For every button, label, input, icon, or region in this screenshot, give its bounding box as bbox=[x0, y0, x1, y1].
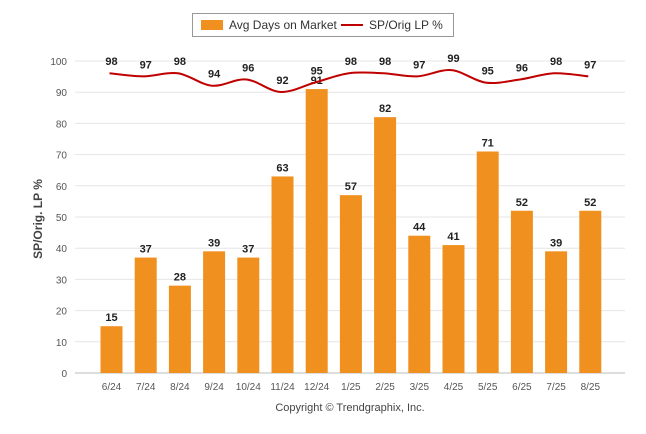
x-tick-label: 1/25 bbox=[341, 382, 361, 393]
bar-data-label: 37 bbox=[140, 244, 152, 256]
line-data-label: 96 bbox=[242, 62, 254, 74]
bar-data-label: 52 bbox=[516, 197, 528, 209]
x-tick-label: 8/24 bbox=[170, 382, 190, 393]
x-tick-label: 2/25 bbox=[375, 382, 395, 393]
line-data-labels: 98 97 98 94 96 92 95 98 98 97 99 95 96 98 97 bbox=[105, 53, 596, 87]
bar bbox=[203, 251, 226, 373]
legend-swatch-line bbox=[341, 24, 363, 26]
bar bbox=[271, 176, 294, 373]
x-tick-label: 6/24 bbox=[102, 382, 122, 393]
line-series-path bbox=[109, 69, 589, 93]
line-data-label: 97 bbox=[413, 59, 425, 71]
x-tick-label: 9/24 bbox=[204, 382, 224, 393]
legend-swatch-bar bbox=[201, 20, 223, 30]
bar-data-label: 39 bbox=[550, 237, 562, 249]
y-axis-label: SP/Orig. LP % bbox=[31, 179, 45, 259]
bar bbox=[305, 89, 328, 373]
y-tick-label: 10 bbox=[56, 338, 68, 349]
bar bbox=[134, 257, 157, 373]
x-tick-label: 10/24 bbox=[236, 382, 261, 393]
x-tick-label: 12/24 bbox=[304, 382, 329, 393]
bar-data-label: 41 bbox=[447, 231, 459, 243]
y-tick-label: 50 bbox=[56, 213, 68, 224]
line-data-label: 98 bbox=[345, 56, 357, 68]
x-tick-label: 8/25 bbox=[581, 382, 601, 393]
copyright-footer: Copyright © Trendgraphix, Inc. bbox=[275, 402, 425, 414]
x-tick-label: 3/25 bbox=[410, 382, 430, 393]
bar bbox=[100, 326, 123, 373]
line-data-label: 95 bbox=[311, 66, 323, 78]
y-tick-label: 30 bbox=[56, 275, 68, 286]
bar-data-label: 57 bbox=[345, 181, 357, 193]
line-data-label: 97 bbox=[140, 59, 152, 71]
line-series bbox=[109, 69, 589, 93]
x-tick-label: 7/25 bbox=[546, 382, 566, 393]
legend-item-line: SP/Orig LP % bbox=[341, 14, 443, 36]
line-data-label: 92 bbox=[276, 75, 288, 87]
bar bbox=[442, 245, 465, 373]
line-data-label: 96 bbox=[516, 62, 528, 74]
x-tick-label: 6/25 bbox=[512, 382, 532, 393]
bar bbox=[168, 285, 191, 373]
line-data-label: 94 bbox=[208, 69, 221, 81]
line-data-label: 98 bbox=[379, 56, 391, 68]
line-data-label: 98 bbox=[105, 56, 117, 68]
line-data-label: 98 bbox=[550, 56, 562, 68]
y-tick-label: 70 bbox=[56, 151, 68, 162]
y-tick-label: 0 bbox=[61, 369, 67, 380]
bars bbox=[100, 89, 602, 373]
bar-data-label: 52 bbox=[584, 197, 596, 209]
x-tick-label: 11/24 bbox=[270, 382, 295, 393]
bar bbox=[510, 210, 533, 373]
bar-data-label: 71 bbox=[482, 137, 494, 149]
bar-data-label: 15 bbox=[105, 312, 117, 324]
y-tick-label: 60 bbox=[56, 182, 68, 193]
line-data-label: 99 bbox=[447, 53, 459, 65]
legend-item-bar: Avg Days on Market bbox=[201, 14, 337, 36]
legend-label-line: SP/Orig LP % bbox=[369, 18, 443, 32]
bar-data-label: 82 bbox=[379, 103, 391, 115]
bar-data-label: 37 bbox=[242, 244, 254, 256]
bar bbox=[237, 257, 260, 373]
line-data-label: 97 bbox=[584, 59, 596, 71]
y-tick-label: 20 bbox=[56, 307, 68, 318]
x-axis-ticks: 6/24 7/24 8/24 9/24 10/24 11/24 12/24 1/25 2/25 3… bbox=[102, 382, 601, 393]
bar bbox=[408, 235, 431, 373]
bar-data-label: 28 bbox=[174, 272, 186, 284]
y-tick-label: 100 bbox=[50, 57, 67, 68]
bar bbox=[545, 251, 568, 373]
bar bbox=[579, 210, 602, 373]
line-data-label: 98 bbox=[174, 56, 186, 68]
legend: Avg Days on Market SP/Orig LP % bbox=[192, 13, 454, 37]
legend-label-bar: Avg Days on Market bbox=[229, 18, 337, 32]
y-axis-ticks: 0 10 20 30 40 50 60 70 80 90 100 bbox=[50, 57, 67, 380]
x-tick-label: 4/25 bbox=[444, 382, 464, 393]
line-data-label: 95 bbox=[482, 66, 494, 78]
bar-data-label: 63 bbox=[276, 162, 288, 174]
bar-data-label: 39 bbox=[208, 237, 220, 249]
x-tick-label: 5/25 bbox=[478, 382, 498, 393]
bar bbox=[476, 151, 499, 373]
y-tick-label: 90 bbox=[56, 88, 68, 99]
x-tick-label: 7/24 bbox=[136, 382, 156, 393]
bar bbox=[339, 195, 362, 373]
bar bbox=[374, 117, 397, 373]
y-tick-label: 80 bbox=[56, 119, 68, 130]
y-tick-label: 40 bbox=[56, 244, 68, 255]
bar-data-label: 44 bbox=[413, 222, 426, 234]
